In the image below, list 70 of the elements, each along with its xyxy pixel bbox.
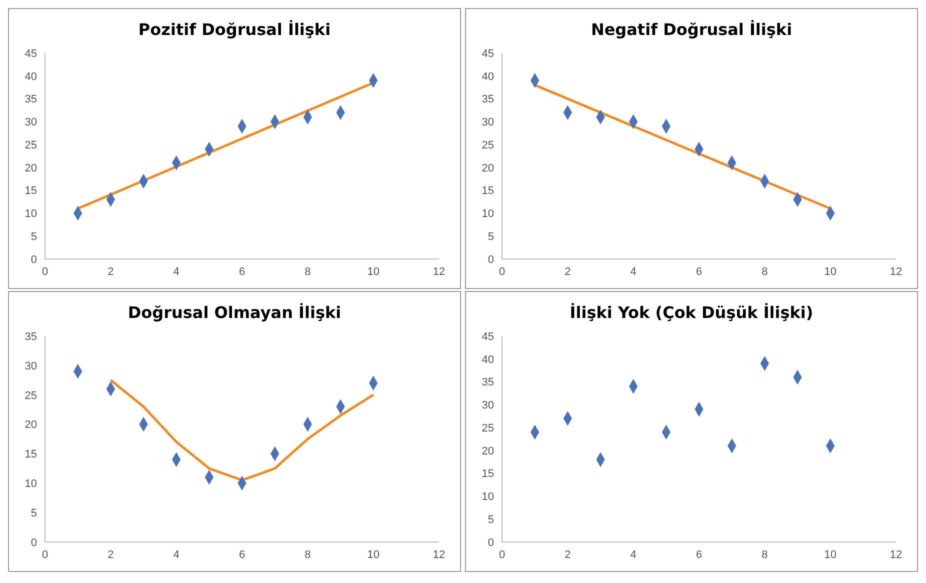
x-tick-label: 8 (762, 548, 768, 561)
y-tick-label: 30 (24, 116, 37, 129)
y-tick-label: 15 (24, 185, 37, 198)
x-tick-label: 10 (824, 548, 836, 561)
y-tick-label: 45 (482, 48, 494, 60)
y-tick-label: 20 (482, 445, 494, 458)
x-tick-label: 4 (630, 266, 636, 278)
chart-title: Negatif Doğrusal İlişki (590, 19, 794, 41)
y-tick-label: 10 (24, 478, 37, 490)
y-tick-label: 0 (30, 536, 37, 549)
x-tick-label: 0 (42, 548, 48, 561)
y-tick-label: 30 (482, 116, 494, 129)
y-tick-label: 40 (24, 70, 37, 83)
x-tick-label: 8 (304, 548, 311, 561)
x-tick-label: 8 (762, 266, 768, 278)
y-tick-label: 5 (30, 507, 37, 520)
y-tick-label: 25 (482, 422, 494, 434)
x-tick-label: 12 (432, 548, 446, 561)
x-tick-label: 0 (498, 266, 506, 278)
y-tick-label: 5 (30, 231, 37, 244)
y-tick-label: 45 (482, 330, 494, 343)
x-tick-label: 8 (304, 266, 311, 278)
x-tick-label: 6 (696, 548, 702, 561)
x-tick-label: 2 (564, 548, 571, 561)
chart-title: Doğrusal Olmayan İlişki (126, 302, 342, 324)
y-tick-label: 20 (24, 419, 37, 432)
x-tick-label: 2 (564, 266, 571, 278)
y-tick-label: 0 (488, 536, 494, 549)
x-tick-label: 6 (238, 266, 246, 278)
x-tick-label: 12 (432, 266, 446, 278)
x-tick-label: 4 (630, 548, 636, 561)
y-tick-label: 25 (482, 139, 494, 152)
y-tick-label: 30 (482, 400, 494, 412)
y-tick-label: 45 (24, 48, 37, 60)
y-tick-label: 35 (24, 94, 37, 106)
y-tick-label: 15 (24, 448, 37, 461)
y-tick-label: 25 (24, 139, 37, 152)
x-tick-label: 12 (890, 548, 902, 561)
x-tick-label: 4 (173, 266, 180, 278)
x-tick-label: 6 (238, 548, 246, 561)
chart-title: İlişki Yok (Çok Düşük İlişki) (568, 302, 814, 324)
y-tick-label: 35 (482, 94, 494, 106)
y-tick-label: 35 (24, 330, 37, 343)
y-tick-label: 20 (482, 162, 494, 174)
x-tick-label: 10 (824, 266, 836, 278)
y-tick-label: 20 (24, 162, 37, 174)
chart-title: Pozitif Doğrusal İlişki (137, 19, 332, 41)
x-tick-label: 0 (498, 548, 506, 561)
x-tick-label: 2 (108, 266, 114, 278)
x-tick-label: 6 (696, 266, 702, 278)
y-tick-label: 0 (30, 254, 37, 266)
x-tick-label: 4 (173, 548, 180, 561)
y-tick-label: 5 (488, 231, 494, 244)
x-tick-label: 10 (367, 266, 380, 278)
x-tick-label: 0 (42, 266, 48, 278)
y-tick-label: 35 (482, 376, 494, 389)
x-tick-label: 2 (108, 548, 114, 561)
y-tick-label: 15 (482, 185, 494, 198)
y-tick-label: 25 (24, 390, 37, 402)
y-tick-label: 30 (24, 360, 37, 372)
y-tick-label: 40 (482, 354, 494, 366)
y-tick-label: 40 (482, 70, 494, 83)
y-tick-label: 15 (482, 468, 494, 480)
x-tick-label: 12 (890, 266, 902, 278)
y-tick-label: 0 (488, 254, 494, 266)
y-tick-label: 10 (482, 208, 494, 220)
y-tick-label: 5 (488, 514, 494, 526)
y-tick-label: 10 (482, 491, 494, 504)
y-tick-label: 10 (24, 208, 37, 220)
x-tick-label: 10 (367, 548, 380, 561)
